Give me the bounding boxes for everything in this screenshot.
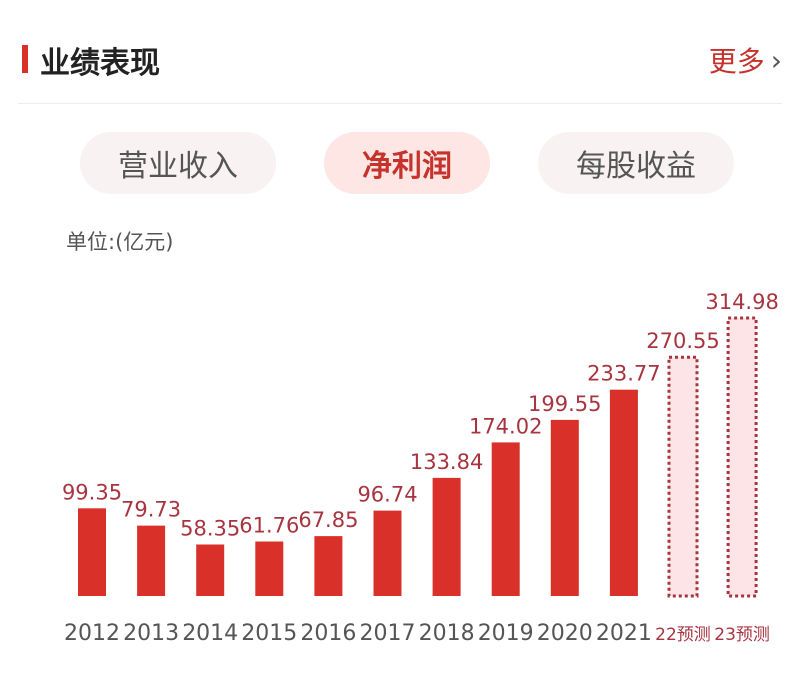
bar	[255, 541, 284, 596]
x-tick-label: 2015	[241, 621, 297, 646]
bar-value-label: 233.77	[587, 362, 660, 386]
bar-value-label: 133.84	[410, 450, 483, 474]
chevron-right-icon: ›	[770, 43, 782, 77]
x-tick-label: 2017	[360, 621, 416, 646]
x-tick-label: 2016	[300, 621, 356, 646]
bar	[609, 389, 638, 596]
bar	[196, 544, 225, 596]
x-tick-label: 22预测	[655, 625, 711, 645]
bar-value-label: 79.73	[121, 498, 181, 522]
bar-value-label: 67.85	[298, 508, 358, 532]
tab-net-profit[interactable]: 净利润	[324, 132, 490, 194]
tab-label: 每股收益	[576, 149, 696, 184]
x-tick-label: 2012	[64, 621, 120, 646]
bar-value-label: 96.74	[357, 483, 417, 507]
x-tick-label: 2019	[478, 621, 534, 646]
bar	[314, 536, 343, 596]
title-accent-bar	[22, 45, 28, 73]
bar	[78, 508, 106, 596]
more-label: 更多	[708, 45, 765, 78]
bar-value-label: 270.55	[646, 329, 719, 353]
bar	[550, 419, 579, 596]
bar-value-label: 314.98	[705, 290, 778, 314]
bar-value-label: 199.55	[528, 392, 601, 416]
tab-eps[interactable]: 每股收益	[538, 132, 734, 194]
section-title: 业绩表现	[40, 46, 160, 81]
bar-value-label: 58.35	[180, 517, 240, 541]
tab-revenue[interactable]: 营业收入	[80, 132, 276, 194]
x-tick-label: 2013	[123, 621, 179, 646]
bar	[373, 510, 402, 596]
forecast-bar	[667, 355, 699, 598]
x-tick-label: 2014	[182, 621, 238, 646]
bar	[491, 442, 520, 596]
bar-value-label: 61.76	[239, 513, 299, 537]
x-tick-label: 2018	[419, 621, 475, 646]
tab-label: 净利润	[362, 149, 452, 184]
x-tick-label: 23预测	[714, 625, 770, 645]
forecast-bar	[726, 316, 758, 598]
bar-value-label: 174.02	[469, 414, 542, 438]
bar-value-label: 99.35	[62, 480, 122, 504]
bar	[432, 477, 461, 596]
x-tick-label: 2020	[537, 621, 593, 646]
tab-label: 营业收入	[118, 149, 238, 184]
header-divider	[18, 103, 782, 104]
metric-tabs: 营业收入 净利润 每股收益	[0, 132, 800, 194]
bar	[137, 525, 166, 596]
unit-label: 单位:(亿元)	[66, 230, 174, 254]
section-header: 业绩表现 更多 ›	[0, 0, 800, 104]
more-link[interactable]: 更多 ›	[709, 40, 782, 80]
x-tick-label: 2021	[596, 621, 652, 646]
